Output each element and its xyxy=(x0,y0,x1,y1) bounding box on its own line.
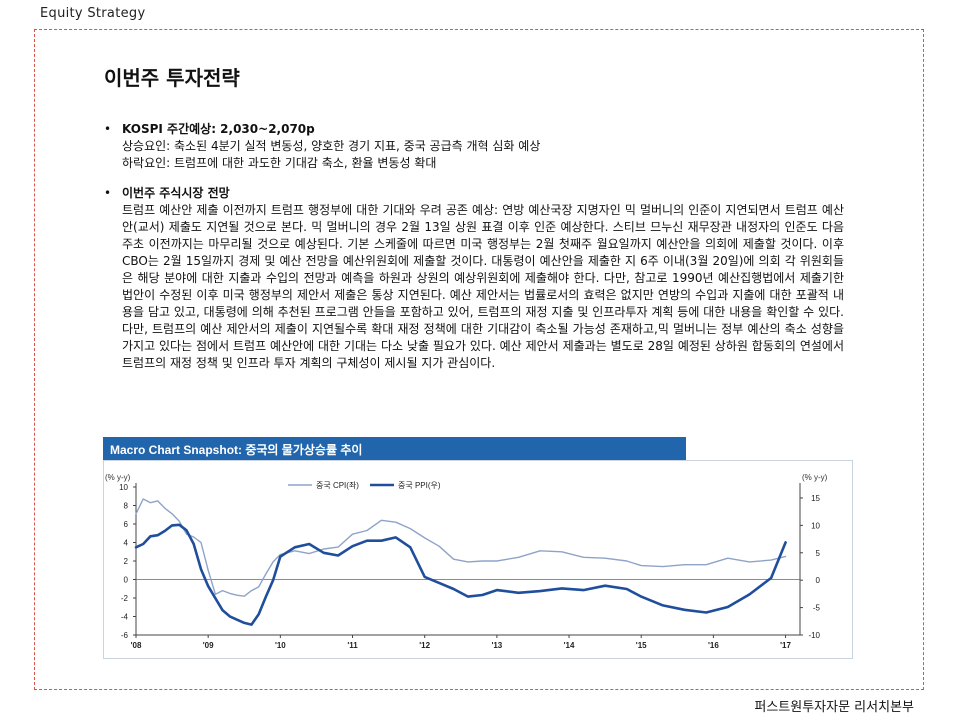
header-label: Equity Strategy xyxy=(40,6,146,21)
x-tick-label: '14 xyxy=(564,641,575,650)
chart-border xyxy=(103,460,853,659)
bullet: • xyxy=(104,122,112,136)
x-tick-label: '13 xyxy=(491,641,502,650)
section-kospi-heading: KOSPI 주간예상: 2,030~2,070p xyxy=(122,122,315,136)
chart-banner: Macro Chart Snapshot: 중국의 물가상승률 추이 xyxy=(103,437,686,460)
section-outlook-heading: 이번주 주식시장 전망 xyxy=(122,186,230,200)
page-title: 이번주 투자전략 xyxy=(104,66,240,90)
legend-ppi-label: 중국 PPI(우) xyxy=(398,481,441,490)
x-tick-label: '09 xyxy=(203,641,214,650)
content-frame xyxy=(34,29,924,690)
chart-plot: (% y-y) (% y-y)1086420-2-4-6151050-5-10'0… xyxy=(105,473,828,650)
left-axis-unit: (% y-y) xyxy=(105,473,131,482)
left-tick-label: 4 xyxy=(124,539,129,548)
left-tick-label: 2 xyxy=(124,557,129,566)
right-tick-label: 10 xyxy=(811,521,820,530)
ppi-series-line xyxy=(134,523,787,626)
left-tick-label: -6 xyxy=(121,631,129,640)
left-tick-label: 6 xyxy=(124,520,129,529)
chart-banner-title: Macro Chart Snapshot: 중국의 물가상승률 추이 xyxy=(110,443,363,457)
x-tick-label: '12 xyxy=(419,641,430,650)
downside-factors: 하락요인: 트럼프에 대한 과도한 기대감 축소, 환율 변동성 확대 xyxy=(122,156,437,170)
legend-cpi-label: 중국 CPI(좌) xyxy=(316,481,359,490)
bullet: • xyxy=(104,186,112,200)
macro-chart: Macro Chart Snapshot: 중국의 물가상승률 추이 (% y-… xyxy=(103,437,853,661)
right-tick-label: -5 xyxy=(813,604,821,613)
right-tick-label: 0 xyxy=(816,576,821,585)
x-tick-label: '11 xyxy=(347,641,358,650)
right-axis-unit: (% y-y) xyxy=(802,473,828,482)
x-tick-label: '08 xyxy=(131,641,142,650)
right-tick-label: 5 xyxy=(816,549,821,558)
left-tick-label: -2 xyxy=(121,594,129,603)
section-kospi: • KOSPI 주간예상: 2,030~2,070p 상승요인: 축소된 4분기… xyxy=(104,121,540,172)
x-tick-label: '16 xyxy=(708,641,719,650)
left-tick-label: 10 xyxy=(119,483,128,492)
footer-label: 퍼스트원투자자문 리서치본부 xyxy=(754,700,914,715)
left-tick-label: -4 xyxy=(121,613,129,622)
x-tick-label: '10 xyxy=(275,641,286,650)
x-tick-label: '17 xyxy=(780,641,791,650)
left-tick-label: 0 xyxy=(124,576,129,585)
right-tick-label: 15 xyxy=(811,494,820,503)
x-tick-label: '15 xyxy=(636,641,647,650)
left-tick-label: 8 xyxy=(124,502,129,511)
outlook-paragraph: 트럼프 예산안 제출 이전까지 트럼프 행정부에 대한 기대와 우려 공존 예상… xyxy=(122,203,844,370)
cpi-series-line xyxy=(135,498,787,597)
section-outlook: • 이번주 주식시장 전망 트럼프 예산안 제출 이전까지 트럼프 행정부에 대… xyxy=(104,185,844,372)
upside-factors: 상승요인: 축소된 4분기 실적 변동성, 양호한 경기 지표, 중국 공급측 … xyxy=(122,139,541,153)
right-tick-label: -10 xyxy=(808,631,820,640)
